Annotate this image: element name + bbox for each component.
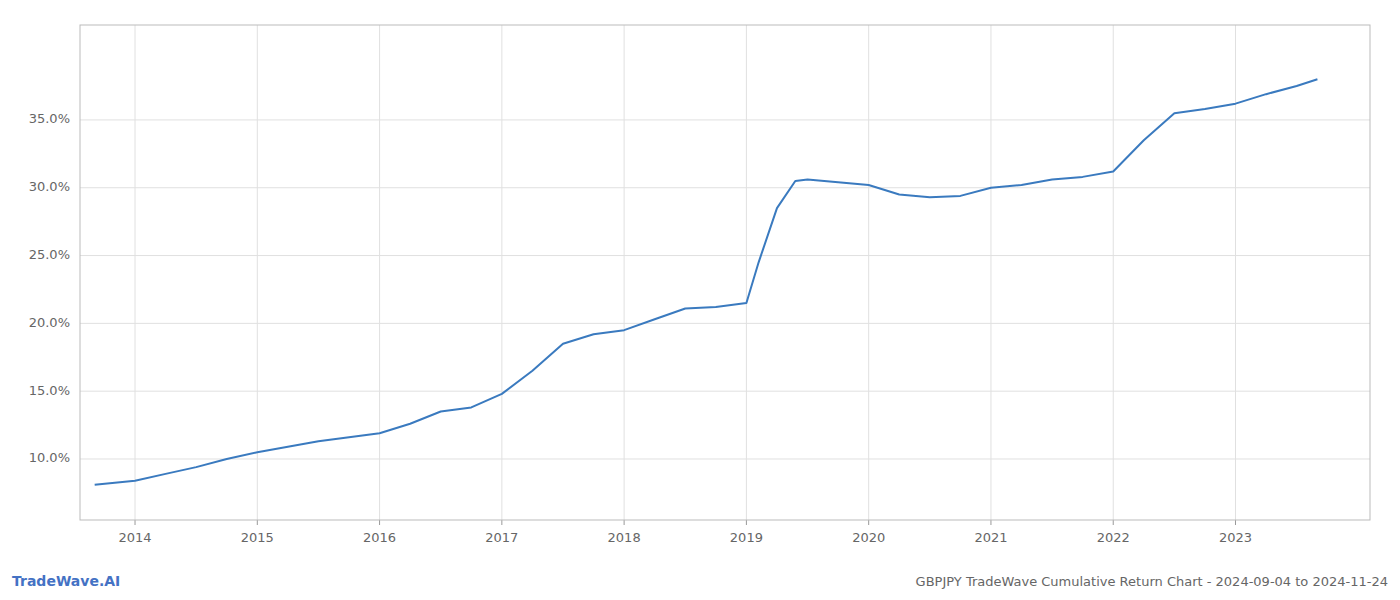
series [95, 79, 1318, 484]
x-tick-label: 2022 [1097, 530, 1130, 545]
grid [80, 25, 1370, 520]
x-tick-label: 2019 [730, 530, 763, 545]
x-tick-label: 2016 [363, 530, 396, 545]
x-tick [1113, 520, 1114, 525]
y-grid-line [80, 458, 1370, 459]
x-tick [990, 520, 991, 525]
x-tick-label: 2018 [608, 530, 641, 545]
y-tick-label: 35.0% [29, 111, 70, 126]
x-tick [868, 520, 869, 525]
x-tick [746, 520, 747, 525]
x-tick [135, 520, 136, 525]
y-tick-label: 20.0% [29, 315, 70, 330]
watermark: TradeWave.AI [12, 573, 120, 589]
x-grid-line [135, 25, 136, 520]
plot-frame [80, 25, 1370, 520]
x-tick [379, 520, 380, 525]
x-tick-label: 2014 [118, 530, 151, 545]
x-tick-label: 2021 [974, 530, 1007, 545]
x-tick [624, 520, 625, 525]
ticks: 10.0% 15.0% 20.0% 25.0% 30.0% 35.0% 2014 2015 20… [29, 111, 1252, 545]
y-grid-line [80, 323, 1370, 324]
x-grid-line [379, 25, 380, 520]
x-tick [257, 520, 258, 525]
y-grid-line [80, 187, 1370, 188]
y-grid-line [80, 119, 1370, 120]
y-tick-label: 10.0% [29, 450, 70, 465]
x-grid-line [501, 25, 502, 520]
x-grid-line [1235, 25, 1236, 520]
y-tick-label: 25.0% [29, 247, 70, 262]
x-grid-line [868, 25, 869, 520]
x-tick [501, 520, 502, 525]
title: GBPJPY TradeWave Cumulative Return Chart… [916, 574, 1388, 589]
chart: 10.0% 15.0% 20.0% 25.0% 30.0% 35.0% 2014 2015 20… [0, 0, 1400, 600]
y-tick-label: 15.0% [29, 383, 70, 398]
x-grid-line [257, 25, 258, 520]
x-tick-label: 2015 [241, 530, 274, 545]
y-tick-label: 30.0% [29, 179, 70, 194]
x-tick-label: 2023 [1219, 530, 1252, 545]
x-grid-line [990, 25, 991, 520]
y-grid-line [80, 255, 1370, 256]
line [95, 79, 1318, 484]
y-grid-line [80, 391, 1370, 392]
x-tick-label: 2017 [485, 530, 518, 545]
x-grid-line [746, 25, 747, 520]
x-grid-line [1113, 25, 1114, 520]
x-tick-label: 2020 [852, 530, 885, 545]
x-grid-line [624, 25, 625, 520]
x-tick [1235, 520, 1236, 525]
